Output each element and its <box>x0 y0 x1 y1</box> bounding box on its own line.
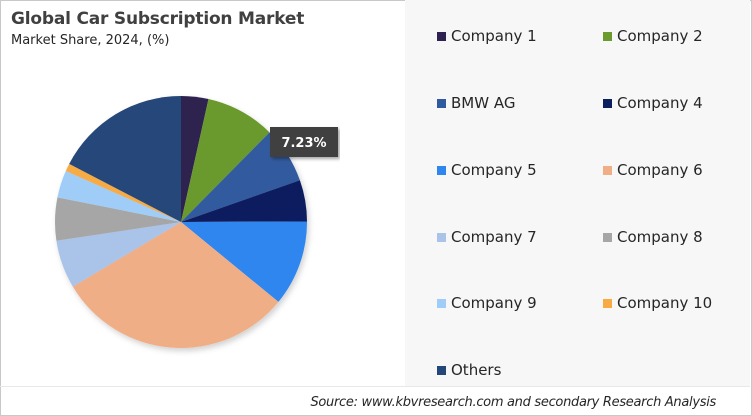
legend-swatch-icon <box>603 98 612 108</box>
legend-item-company-4[interactable]: Company 4 <box>603 94 703 112</box>
legend-swatch-icon <box>437 165 446 175</box>
legend-swatch-icon <box>603 165 612 175</box>
legend-label: Company 2 <box>617 27 703 45</box>
legend-label: Others <box>451 361 502 379</box>
legend-label: Company 10 <box>617 294 713 312</box>
legend-item-company-10[interactable]: Company 10 <box>603 294 712 312</box>
legend-swatch-icon <box>437 31 446 41</box>
legend-label: Company 1 <box>451 27 537 45</box>
tooltip-bmw: 7.23% <box>270 127 338 157</box>
legend-item-company-5[interactable]: Company 5 <box>437 161 537 179</box>
pie-chart: 7.23% <box>54 96 338 349</box>
legend-label: Company 6 <box>617 161 703 179</box>
legend-swatch-icon <box>437 98 446 108</box>
legend-item-company-2[interactable]: Company 2 <box>603 27 703 45</box>
legend-panel <box>405 0 750 386</box>
legend-swatch-icon <box>437 232 446 242</box>
legend-item-company-7[interactable]: Company 7 <box>437 228 537 246</box>
legend-item-company-9[interactable]: Company 9 <box>437 294 537 312</box>
pie-slice-company-6[interactable] <box>72 222 279 349</box>
pie-slice-company-2[interactable] <box>181 99 270 222</box>
legend-item-bmw-ag[interactable]: BMW AG <box>437 94 515 112</box>
source-note: Source: www.kbvresearch.com and secondar… <box>310 395 716 410</box>
legend-swatch-icon <box>603 31 612 41</box>
legend-label: Company 4 <box>617 94 703 112</box>
legend-swatch-icon <box>437 298 446 308</box>
pie-slice-company-8[interactable] <box>54 197 181 241</box>
pie-slice-company-1[interactable] <box>181 96 209 222</box>
legend-swatch-icon <box>603 232 612 242</box>
pie-slices <box>54 96 308 349</box>
svg-text:7.23%: 7.23% <box>281 136 326 151</box>
chart-subtitle: Market Share, 2024, (%) <box>11 33 170 48</box>
legend-label: BMW AG <box>451 94 516 112</box>
legend-item-company-6[interactable]: Company 6 <box>603 161 703 179</box>
legend-item-company-1[interactable]: Company 1 <box>437 27 537 45</box>
legend-item-others[interactable]: Others <box>437 361 501 379</box>
pie-slice-company-4[interactable] <box>181 180 307 222</box>
legend-swatch-icon <box>437 365 446 375</box>
legend-swatch-icon <box>603 298 612 308</box>
legend-item-company-8[interactable]: Company 8 <box>603 228 703 246</box>
pie-slice-company-5[interactable] <box>181 221 308 302</box>
pie-slice-company-10[interactable] <box>65 163 181 222</box>
legend-label: Company 7 <box>451 228 537 246</box>
pie-slice-company-9[interactable] <box>57 171 181 222</box>
legend-label: Company 5 <box>451 161 537 179</box>
chart-title: Global Car Subscription Market <box>11 9 305 29</box>
legend-label: Company 9 <box>451 294 537 312</box>
legend-label: Company 8 <box>617 228 703 246</box>
footer-divider <box>0 386 750 387</box>
pie-slice-company-7[interactable] <box>56 222 181 287</box>
pie-slice-others[interactable] <box>69 96 181 222</box>
